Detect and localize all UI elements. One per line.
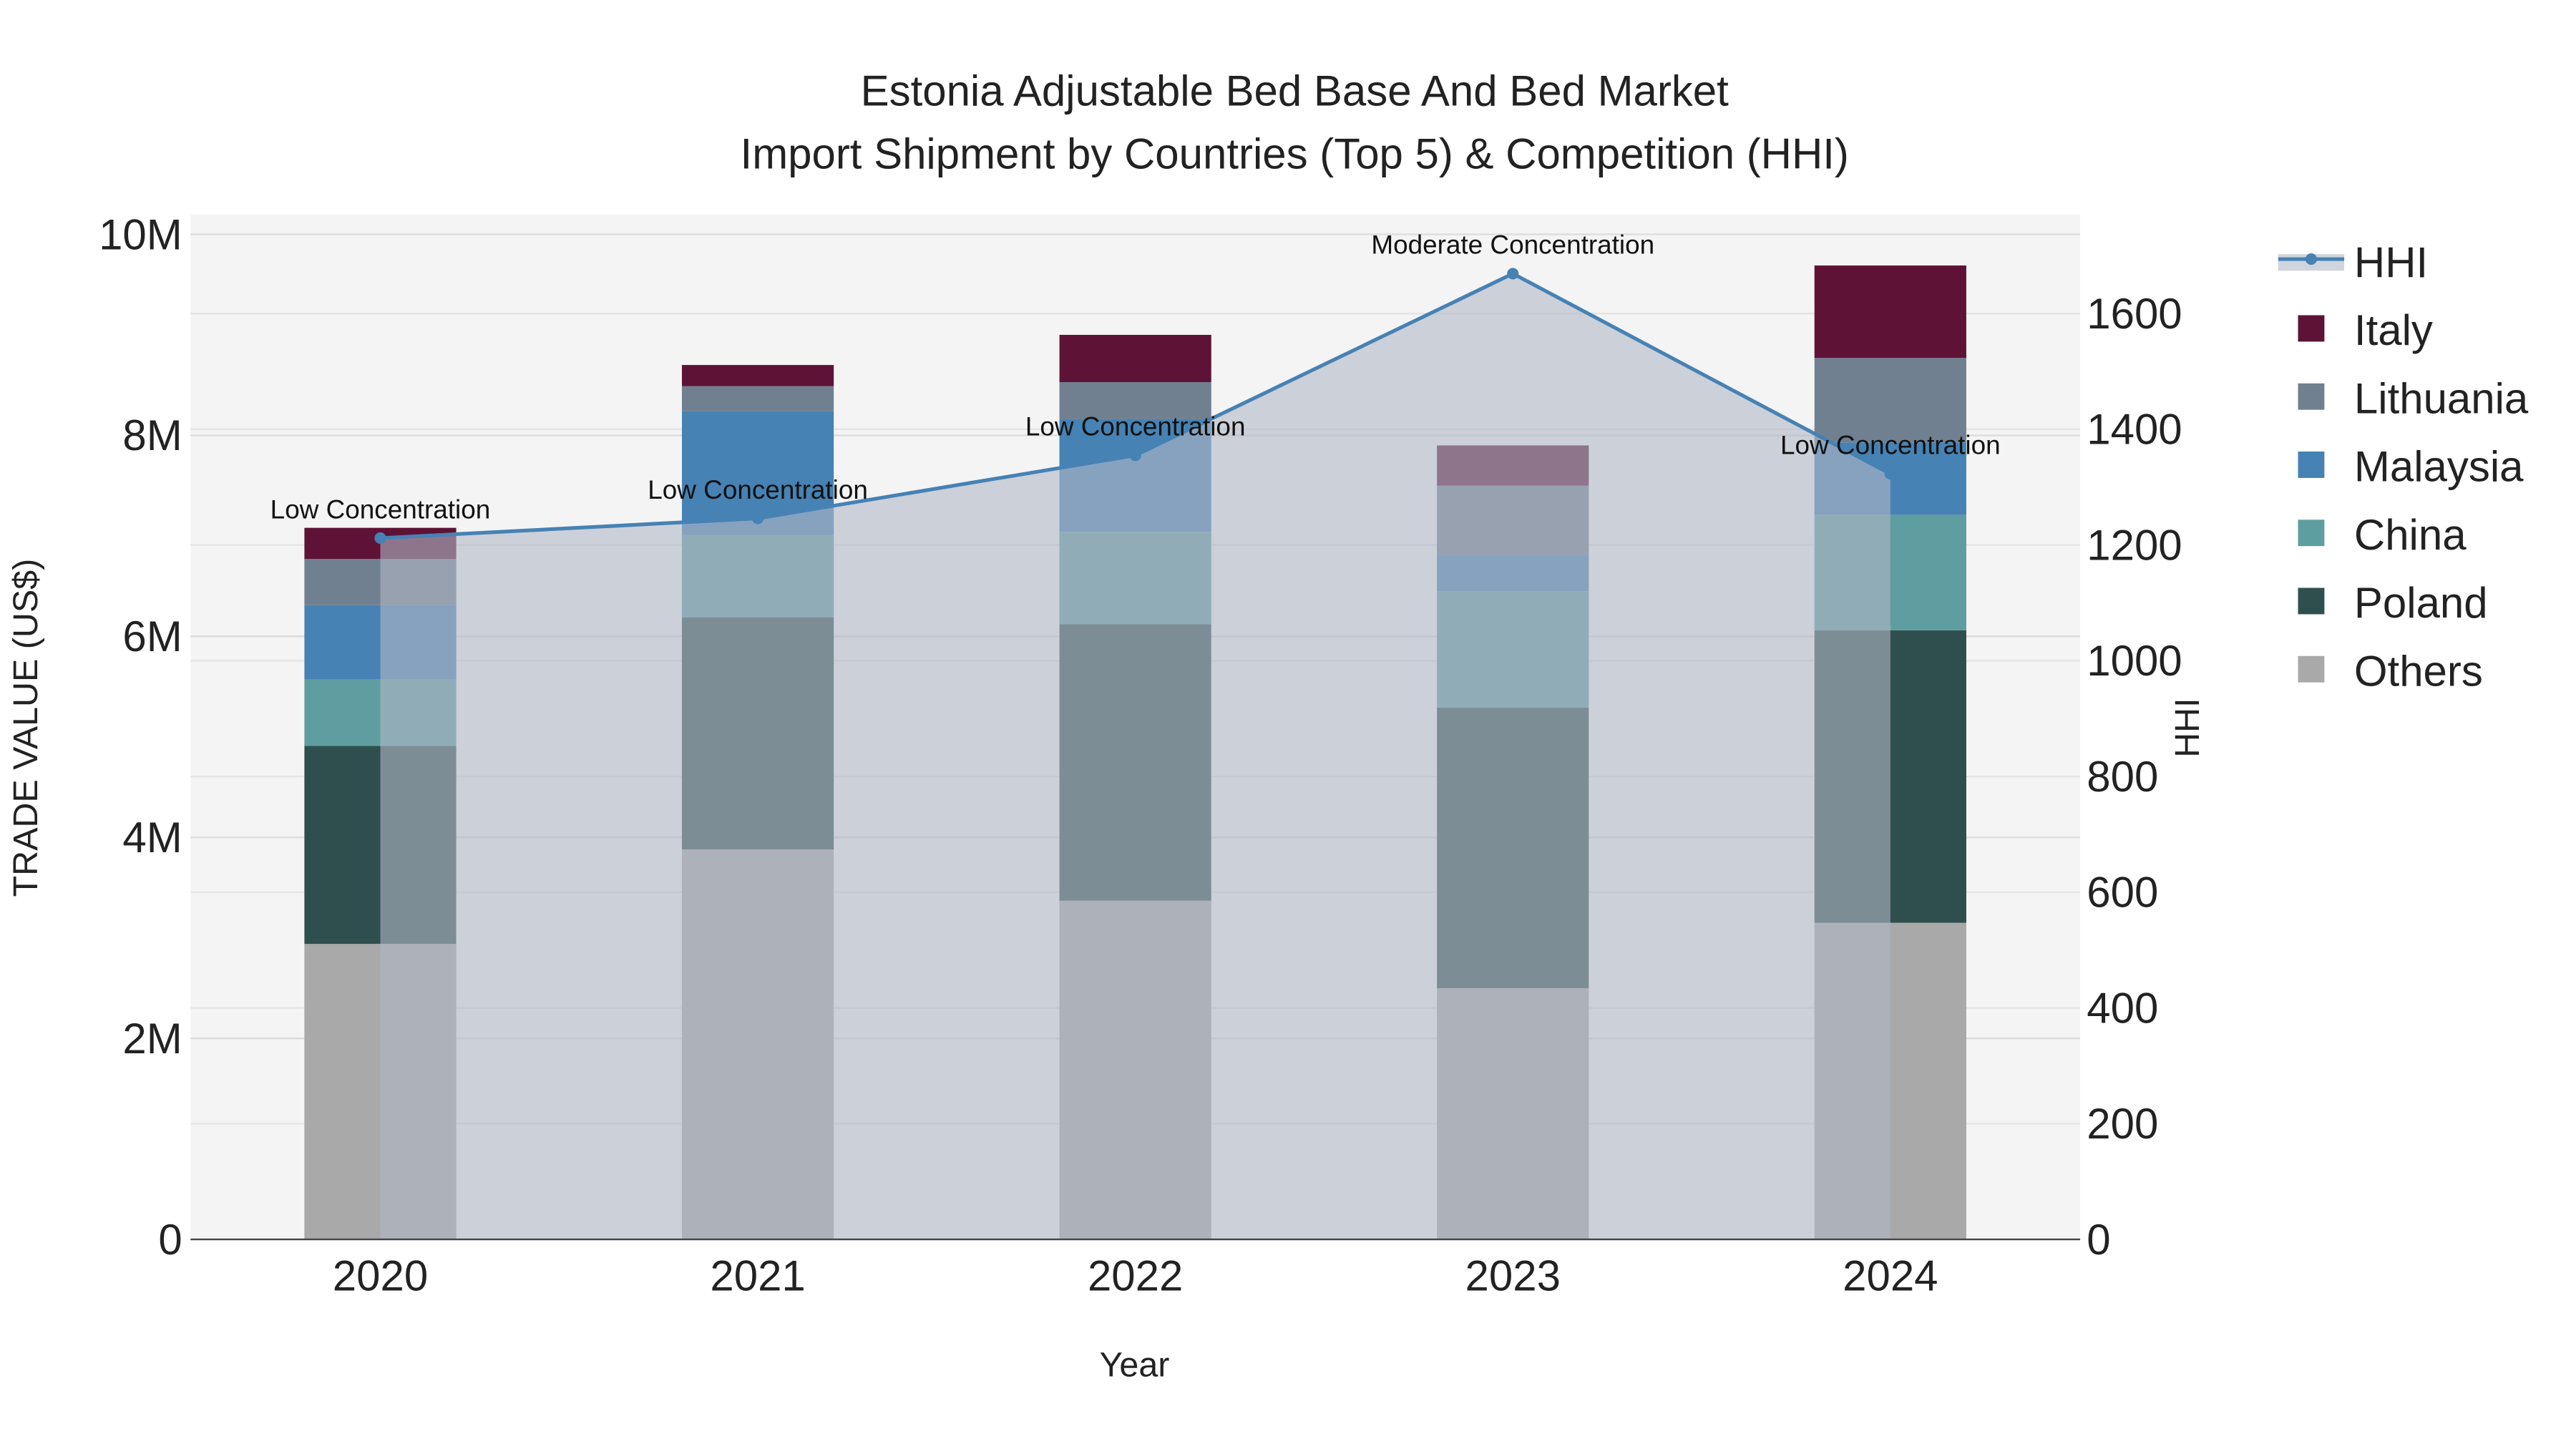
y-tick-label: 4M — [122, 814, 182, 862]
chart-title-line2: Import Shipment by Countries (Top 5) & C… — [741, 130, 1849, 177]
x-tick-label: 2024 — [1843, 1252, 1938, 1300]
chart-title-line1: Estonia Adjustable Bed Base And Bed Mark… — [861, 67, 1729, 115]
legend-label-hhi: HHI — [2354, 238, 2428, 286]
y-tick-label: 10M — [99, 210, 182, 258]
hhi-point-2020 — [374, 532, 386, 545]
bar-italy-2022 — [1059, 334, 1211, 382]
y-tick-label: 8M — [122, 411, 182, 459]
y2-tick-label: 1200 — [2087, 521, 2182, 569]
hhi-annotation-2021: Low Concentration — [648, 475, 868, 504]
legend-swatch-malaysia — [2298, 452, 2325, 478]
y-tick-label: 6M — [122, 613, 182, 660]
x-tick-label: 2023 — [1465, 1252, 1561, 1300]
legend-swatch-italy — [2298, 315, 2325, 342]
y2-tick-label: 800 — [2087, 753, 2158, 801]
y2-tick-label: 400 — [2087, 984, 2158, 1032]
bar-italy-2024 — [1814, 265, 1966, 358]
y2-axis-ticks: 0 200 400 600 800 1000 1200 1400 1600 — [2087, 290, 2182, 1264]
legend-label-italy: Italy — [2354, 306, 2433, 354]
legend-label-poland: Poland — [2354, 579, 2488, 627]
bar-lithuania-2022 — [1059, 381, 1211, 419]
legend-label-china: China — [2354, 511, 2467, 559]
y2-axis-title: HHI — [2168, 698, 2207, 757]
y-tick-label: 0 — [158, 1216, 182, 1264]
y2-tick-label: 1000 — [2087, 637, 2182, 685]
hhi-point-2023 — [1507, 268, 1519, 280]
legend-label-malaysia: Malaysia — [2354, 443, 2524, 491]
hhi-annotation-2023: Moderate Concentration — [1371, 230, 1654, 260]
y-tick-label: 2M — [122, 1015, 182, 1063]
x-tick-label: 2020 — [333, 1252, 428, 1300]
hhi-annotation-2022: Low Concentration — [1025, 412, 1246, 441]
y2-tick-label: 1600 — [2087, 290, 2182, 338]
legend: HHI Italy Lithuania Malaysia China Poland Othe… — [2278, 238, 2529, 695]
x-tick-label: 2022 — [1088, 1252, 1183, 1300]
hhi-annotation-2020: Low Concentration — [270, 494, 491, 524]
hhi-point-2021 — [752, 512, 764, 525]
bar-lithuania-2024 — [1814, 358, 1966, 443]
hhi-annotation-2024: Low Concentration — [1780, 431, 2001, 460]
legend-swatch-others — [2298, 655, 2325, 683]
legend-swatch-poland — [2298, 587, 2325, 615]
y2-tick-label: 1400 — [2087, 406, 2182, 454]
y2-tick-label: 600 — [2087, 869, 2158, 917]
hhi-area — [380, 273, 1890, 1240]
hhi-series: Low Concentration Low Concentration Low Co… — [270, 230, 2001, 1240]
x-tick-label: 2021 — [710, 1252, 805, 1300]
legend-swatch-china — [2298, 519, 2325, 547]
legend-label-others: Others — [2354, 647, 2483, 695]
x-axis-ticks: 2020 2021 2022 2023 2024 — [333, 1252, 1938, 1300]
hhi-point-2024 — [1884, 468, 1896, 480]
legend-label-lithuania: Lithuania — [2354, 374, 2529, 422]
bar-lithuania-2021 — [681, 386, 834, 411]
legend-hhi-marker — [2305, 253, 2318, 265]
bar-italy-2021 — [681, 365, 834, 386]
hhi-point-2022 — [1129, 449, 1141, 462]
legend-swatch-lithuania — [2298, 383, 2325, 410]
x-axis-title: Year — [1100, 1346, 1170, 1385]
y-axis-title: TRADE VALUE (US$) — [6, 559, 45, 897]
y2-tick-label: 200 — [2087, 1100, 2158, 1148]
y2-tick-label: 0 — [2087, 1216, 2110, 1264]
y-axis-ticks: 0 2M 4M 6M 8M 10M — [99, 210, 182, 1264]
